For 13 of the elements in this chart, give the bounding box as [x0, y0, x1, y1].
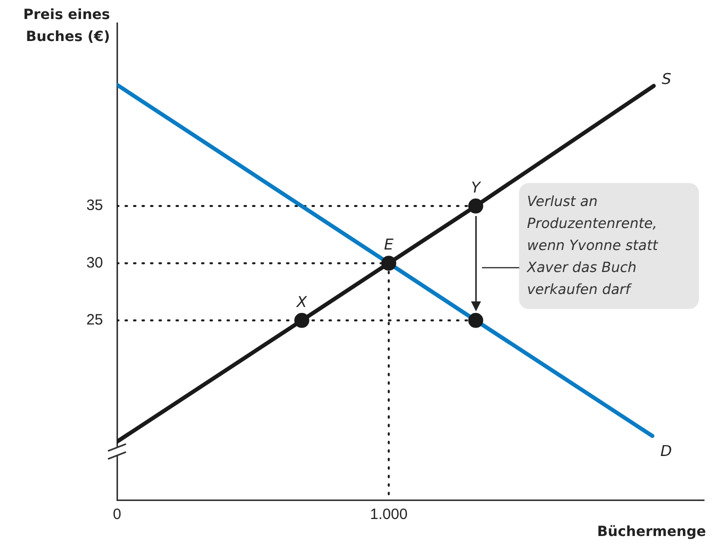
- y-tick-label: 35: [86, 197, 103, 214]
- x-tick-label: 1.000: [370, 506, 408, 524]
- y-tick-label: 30: [86, 254, 103, 272]
- y-tick-label: 25: [86, 312, 103, 329]
- series-label: S: [662, 70, 672, 88]
- x-axis-title: Büchermenge: [597, 524, 706, 540]
- y-axis-title: Preis eines Buches (€): [22, 6, 110, 47]
- x-tick-label: 0: [112, 506, 122, 524]
- annotation: E: [384, 236, 394, 254]
- callout-box: Verlust an Produzentenrente, wenn Yvonne statt Xaver das Buch verkaufen darf: [519, 183, 699, 309]
- series-label: D: [660, 442, 672, 460]
- annotation: X: [296, 292, 308, 311]
- annotation: Y: [471, 178, 482, 196]
